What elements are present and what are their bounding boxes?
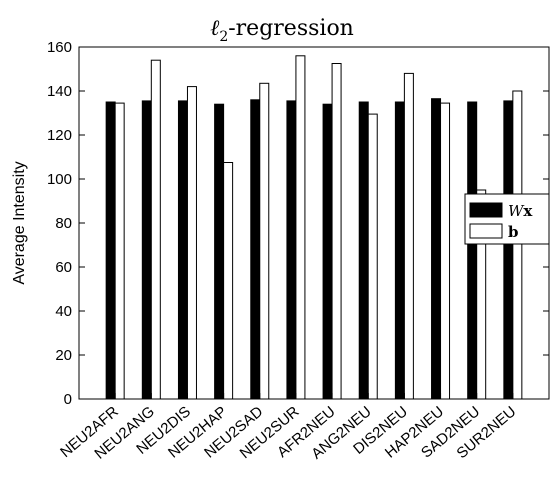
bar-wx-neu2sad (250, 99, 261, 400)
bar-wx-neu2afr (105, 101, 116, 400)
bar-b-hap2neu (440, 102, 451, 400)
y-tick-label: 140 (47, 83, 72, 100)
bar-wx-neu2sur (286, 100, 297, 400)
y-tick-label: 100 (47, 171, 72, 188)
bar-wx-sad2neu (467, 101, 478, 400)
bar-b-neu2afr (114, 102, 125, 400)
bar-b-sur2neu (512, 90, 523, 400)
bar-wx-dis2neu (394, 101, 405, 400)
bar-wx-neu2hap (214, 103, 225, 400)
bar-wx-neu2ang (141, 100, 152, 400)
bar-b-neu2dis (186, 86, 197, 400)
legend-swatch-b (469, 223, 503, 239)
y-tick-label: 20 (55, 347, 72, 364)
y-axis-label: Average Intensity (11, 161, 28, 284)
legend-swatch-wx (469, 202, 503, 218)
bar-b-neu2hap (223, 162, 234, 400)
legend-label-b: b (508, 223, 519, 241)
bar-b-neu2ang (150, 59, 161, 400)
y-tick-label: 60 (55, 259, 72, 276)
bar-wx-ang2neu (358, 101, 369, 400)
bar-b-ang2neu (367, 113, 378, 400)
legend: Wx b (464, 193, 550, 245)
y-tick-label: 80 (55, 215, 72, 232)
bar-wx-neu2dis (177, 100, 188, 400)
y-tick-label: 40 (55, 303, 72, 320)
y-tick-label: 0 (64, 391, 72, 408)
legend-label-wx: Wx (508, 202, 533, 220)
y-tick-label: 160 (47, 39, 72, 56)
x-axis: NEU2AFRNEU2ANGNEU2DISNEU2HAPNEU2SADNEU2S… (57, 393, 519, 463)
y-tick-label: 120 (47, 127, 72, 144)
bar-wx-sur2neu (503, 100, 514, 400)
bar-b-dis2neu (403, 72, 414, 400)
bar-wx-afr2neu (322, 103, 333, 400)
bar-b-neu2sad (259, 82, 270, 400)
y-axis: 0 20 40 60 80 100 120 140 160 (47, 39, 549, 408)
bar-b-afr2neu (331, 63, 342, 400)
bar-b-neu2sur (295, 55, 306, 400)
bar-wx-hap2neu (431, 98, 442, 400)
chart-title: ℓ2-regression (210, 16, 354, 45)
bar-b-sad2neu (476, 189, 487, 400)
bars (105, 55, 523, 400)
